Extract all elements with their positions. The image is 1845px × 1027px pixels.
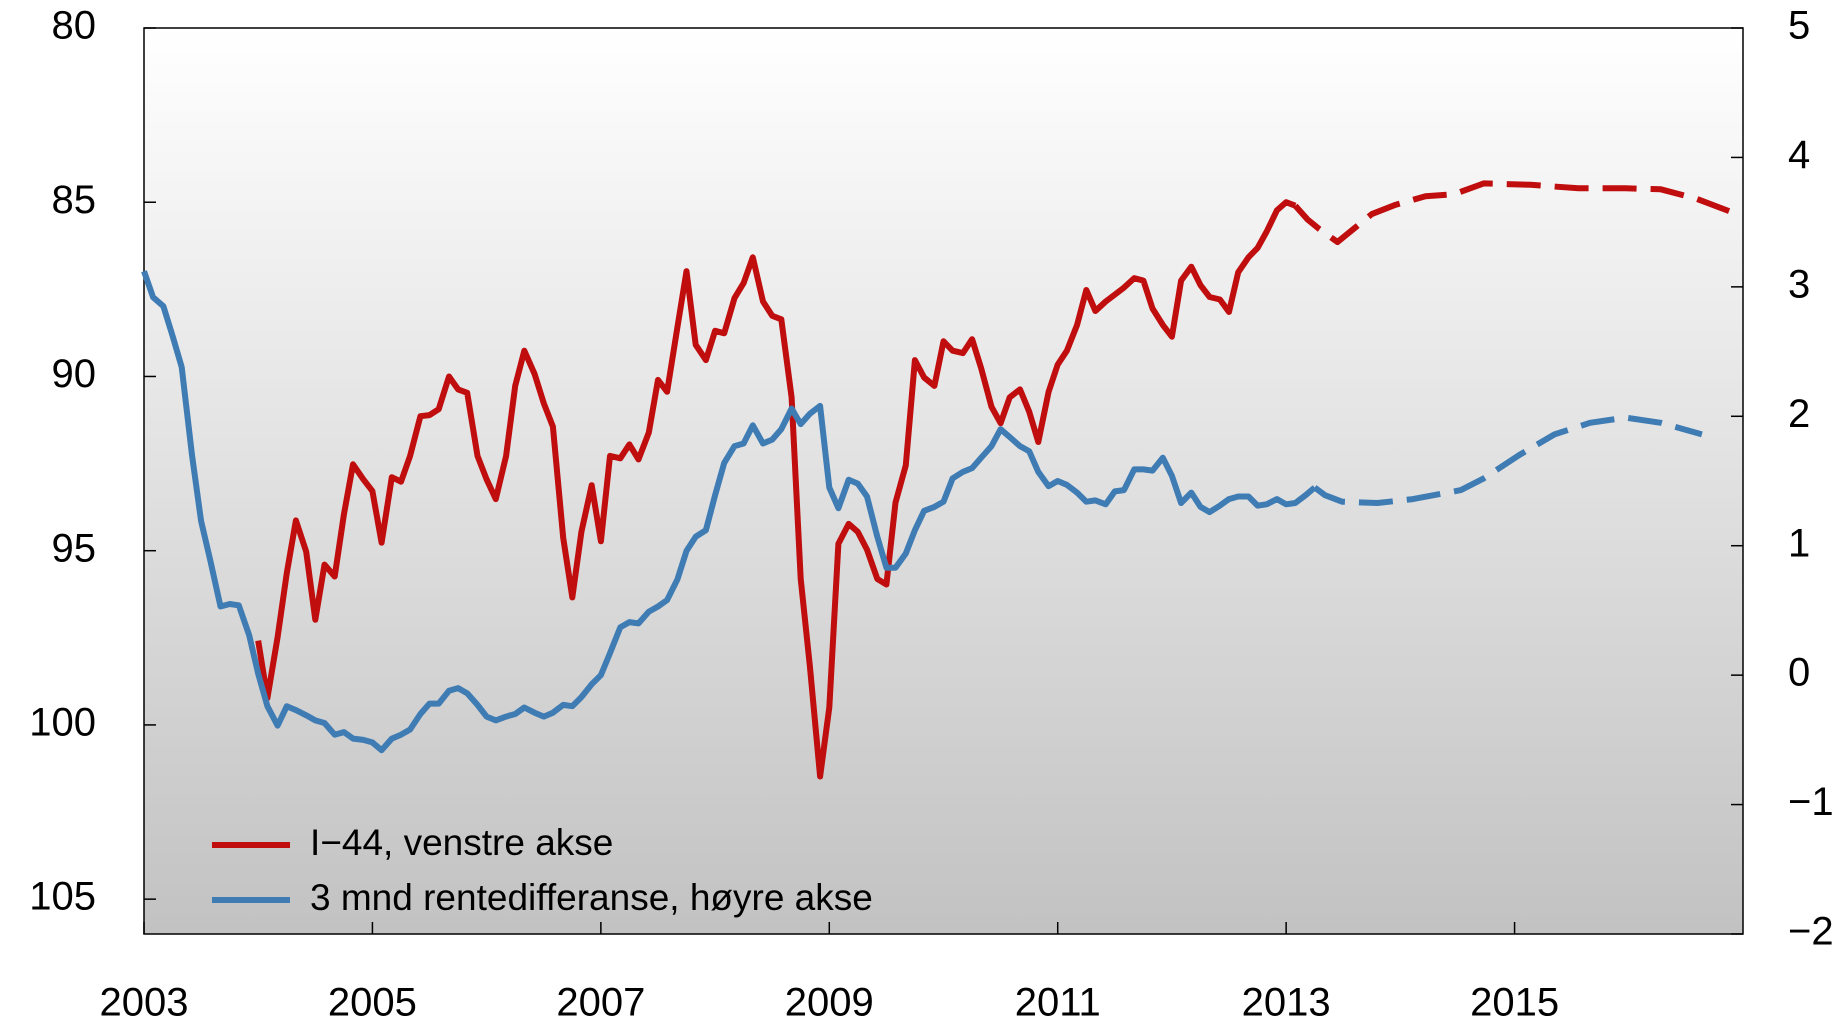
y-tick-label: 80: [52, 4, 97, 48]
y2-tick-label: 5: [1788, 4, 1810, 48]
y2-tick-label: −2: [1788, 910, 1834, 954]
series-line: [255, 199, 1297, 780]
y2-tick-label: 2: [1788, 392, 1810, 436]
y-tick-label: 95: [52, 526, 97, 570]
x-tick-label: 2003: [100, 981, 189, 1025]
y2-tick-label: −1: [1788, 780, 1834, 824]
series-line: [141, 270, 1317, 754]
series-line: [1312, 414, 1703, 506]
legend-label: I−44, venstre akse: [310, 822, 613, 863]
series-line: [1293, 180, 1741, 245]
x-tick-label: 2007: [556, 981, 645, 1025]
y-tick-label: 90: [52, 352, 97, 396]
y2-tick-label: 1: [1788, 521, 1810, 565]
y2-tick-label: 0: [1788, 651, 1810, 695]
x-tick-label: 2013: [1242, 981, 1331, 1025]
y-tick-label: 85: [52, 178, 97, 222]
x-tick-label: 2011: [1015, 981, 1101, 1025]
x-tick-label: 2009: [785, 981, 874, 1025]
y-tick-label: 105: [29, 875, 96, 919]
legend-label: 3 mnd rentedifferanse, høyre akse: [310, 877, 873, 918]
y2-tick-label: 4: [1788, 133, 1810, 177]
x-tick-label: 2015: [1470, 981, 1559, 1025]
x-tick-label: 2005: [328, 981, 417, 1025]
y2-tick-label: 3: [1788, 262, 1810, 306]
plot-area: [143, 27, 1744, 935]
y-tick-label: 100: [29, 700, 96, 744]
